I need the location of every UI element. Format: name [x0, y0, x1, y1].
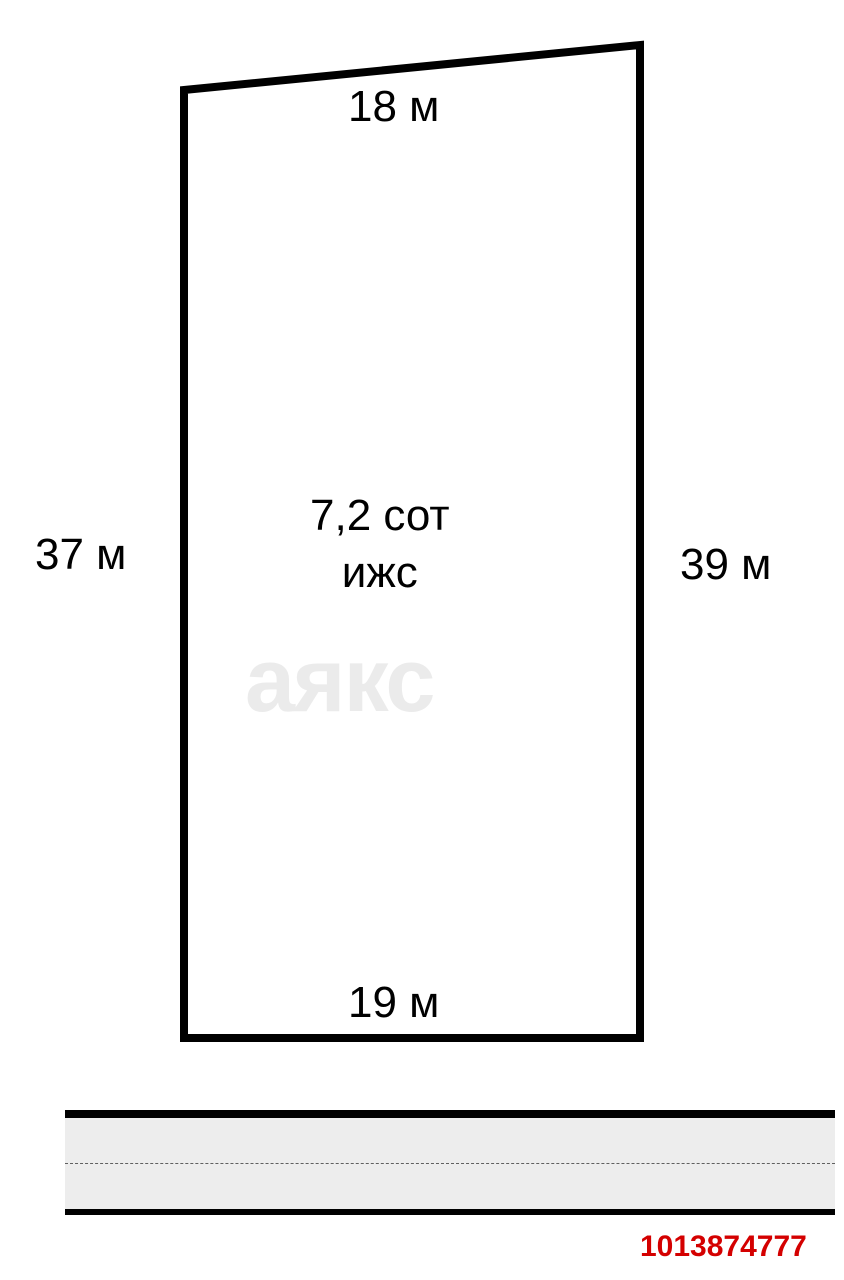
- plot-area-size: 7,2 сот: [310, 487, 450, 544]
- road-bottom-line: [65, 1209, 835, 1215]
- watermark-text: аякс: [245, 630, 433, 733]
- plot-area-type: ижс: [310, 544, 450, 601]
- plot-area-label: 7,2 сот ижс: [310, 487, 450, 601]
- road-top-line: [65, 1110, 835, 1118]
- dimension-top: 18 м: [348, 82, 439, 132]
- dimension-right: 39 м: [680, 540, 771, 590]
- road-center-line: [65, 1163, 835, 1164]
- diagram-container: 18 м 37 м 39 м 19 м аякс 7,2 сот ижс 101…: [0, 0, 844, 1280]
- listing-id: 1013874777: [640, 1230, 807, 1264]
- dimension-bottom: 19 м: [348, 978, 439, 1028]
- dimension-left: 37 м: [35, 530, 126, 580]
